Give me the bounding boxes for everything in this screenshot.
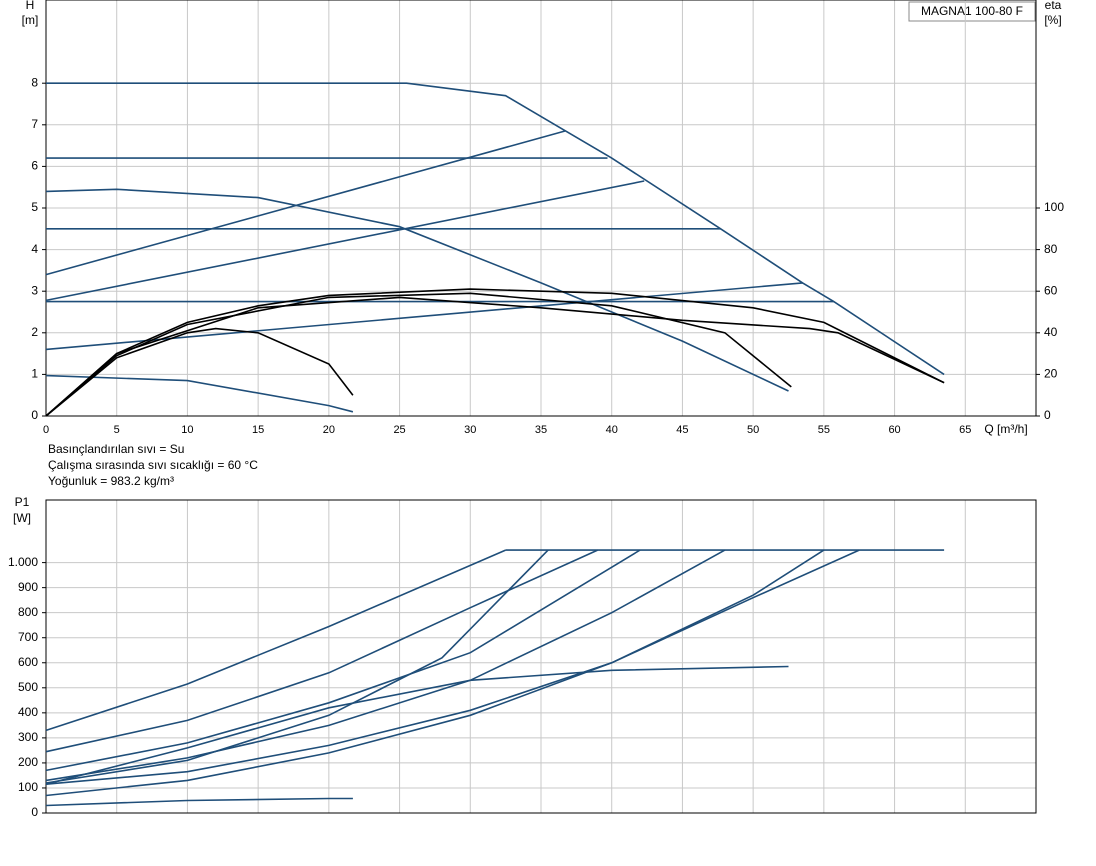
x-tick-label: 50 <box>747 424 759 436</box>
y-tick-label: 700 <box>18 630 38 644</box>
curve <box>45 549 860 785</box>
y-tick-label: 5 <box>31 200 38 214</box>
x-tick-label: 45 <box>676 424 688 436</box>
y-tick-label: 6 <box>31 159 38 173</box>
y-tick-label: 2 <box>31 325 38 339</box>
y-tick-label: 1.000 <box>8 555 38 569</box>
y-tick-label: 400 <box>18 705 38 719</box>
curve <box>45 180 645 302</box>
y-label: P1 <box>15 495 30 509</box>
curve <box>45 549 641 772</box>
note: Yoğunluk = 983.2 kg/m³ <box>48 474 174 488</box>
x-tick-label: 25 <box>393 424 405 436</box>
y2-tick-label: 80 <box>1044 242 1058 256</box>
y-label: [W] <box>13 511 31 525</box>
curve <box>45 549 506 732</box>
y2-tick-label: 100 <box>1044 200 1064 214</box>
plot-frame <box>45 0 1037 417</box>
y-tick-label: 500 <box>18 680 38 694</box>
y-tick-label: 8 <box>31 75 38 89</box>
x-tick-label: 60 <box>888 424 900 436</box>
curve <box>45 292 792 417</box>
y-tick-label: 200 <box>18 755 38 769</box>
x-tick-label: 55 <box>818 424 830 436</box>
y2-tick-label: 0 <box>1044 408 1051 422</box>
note: Basınçlandırılan sıvı = Su <box>48 442 184 456</box>
x-tick-label: 65 <box>959 424 971 436</box>
curve <box>45 130 566 276</box>
y-tick-label: 0 <box>31 408 38 422</box>
x-tick-label: 35 <box>535 424 547 436</box>
y2-tick-label: 40 <box>1044 325 1058 339</box>
plot-frame <box>45 499 1037 814</box>
curve <box>45 665 789 785</box>
curve <box>45 188 789 392</box>
x-tick-label: 20 <box>323 424 335 436</box>
y2-label: [%] <box>1044 13 1061 27</box>
curve <box>45 549 726 782</box>
model-box <box>908 1 1036 22</box>
x-tick-label: 0 <box>43 424 49 436</box>
model: MAGNA1 100-80 F <box>921 4 1023 18</box>
y-tick-label: 0 <box>31 805 38 819</box>
y-tick-label: 1 <box>31 367 38 381</box>
y2-tick-label: 60 <box>1044 283 1058 297</box>
x-tick-label: 15 <box>252 424 264 436</box>
y-tick-label: 3 <box>31 283 38 297</box>
x-label: Q [m³/h] <box>984 422 1027 436</box>
curve <box>46 82 945 376</box>
y-tick-label: 4 <box>31 242 38 256</box>
x-tick-label: 40 <box>606 424 618 436</box>
curve <box>45 288 945 417</box>
x-tick-label: 5 <box>114 424 120 436</box>
curve <box>45 549 598 753</box>
curve <box>45 797 353 807</box>
y2-tick-label: 20 <box>1044 367 1058 381</box>
y-tick-label: 7 <box>31 117 38 131</box>
y-tick-label: 300 <box>18 730 38 744</box>
curve <box>45 327 354 417</box>
curve <box>45 296 945 417</box>
y-tick-label: 100 <box>18 780 38 794</box>
note: Çalışma sırasında sıvı sıcaklığı = 60 °C <box>48 458 258 472</box>
curve <box>45 549 549 784</box>
curve <box>45 549 825 797</box>
y-label: H <box>26 0 35 12</box>
x-tick-label: 30 <box>464 424 476 436</box>
y-tick-label: 800 <box>18 605 38 619</box>
y-label: [m] <box>22 13 39 27</box>
y-tick-label: 600 <box>18 655 38 669</box>
x-tick-label: 10 <box>181 424 193 436</box>
y2-label: eta <box>1045 0 1062 12</box>
y-tick-label: 900 <box>18 580 38 594</box>
curve <box>45 374 354 413</box>
